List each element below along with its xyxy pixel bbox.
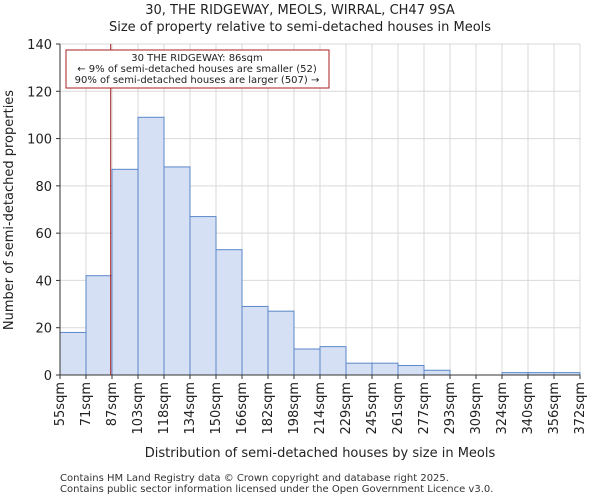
bar-55sqm [59, 331, 87, 376]
x-tick-label: 309sqm [469, 382, 484, 435]
x-tick-label: 324sqm [495, 382, 510, 435]
annotation-line: 30 THE RIDGEWAY: 86sqm [131, 53, 262, 64]
x-tick-label: 150sqm [209, 382, 224, 435]
annotation-line: ← 9% of semi-detached houses are smaller… [77, 64, 317, 75]
bar-150sqm [215, 249, 243, 376]
x-tick-label: 293sqm [443, 382, 458, 435]
x-tick-label: 356sqm [547, 382, 562, 435]
y-axis-label: Number of semi-detached properties [2, 90, 17, 330]
x-tick-label: 214sqm [313, 382, 328, 435]
y-tick-label: 100 [27, 133, 52, 148]
y-tick-label: 80 [35, 180, 52, 195]
bar-134sqm [189, 216, 217, 376]
x-tick-label: 134sqm [183, 382, 198, 435]
bar-182sqm [267, 310, 295, 376]
chart-subtitle: Size of property relative to semi-detach… [108, 20, 492, 35]
bar-261sqm [397, 365, 425, 376]
annotation-frame [65, 49, 330, 89]
bars [59, 116, 581, 376]
bar-277sqm [423, 369, 451, 376]
x-tick-label: 261sqm [391, 382, 406, 435]
bar-245sqm [371, 362, 399, 376]
x-ticks: 55sqm 71sqm 87sqm 103sqm 118sqm 134sqm 150sqm 1… [53, 375, 588, 435]
y-tick-label: 0 [44, 369, 52, 384]
y-tick-label: 140 [27, 38, 52, 53]
x-tick-label: 103sqm [131, 382, 146, 435]
x-tick-label: 166sqm [235, 382, 250, 435]
x-tick-label: 340sqm [521, 382, 536, 435]
footer-line-1: Contains HM Land Registry data © Crown c… [60, 473, 449, 484]
footer-line-2: Contains public sector information licen… [60, 484, 494, 495]
bar-198sqm [293, 348, 321, 376]
x-axis-label: Distribution of semi-detached houses by … [145, 446, 496, 461]
bar-118sqm [163, 166, 191, 376]
x-tick-label: 372sqm [573, 382, 588, 435]
chart-title: 30, THE RIDGEWAY, MEOLS, WIRRAL, CH47 9S… [145, 3, 455, 18]
y-tick-label: 120 [27, 85, 52, 100]
x-tick-label: 87sqm [105, 382, 120, 426]
x-tick-label: 198sqm [287, 382, 302, 435]
x-tick-label: 245sqm [365, 382, 380, 435]
y-tick-label: 20 [35, 322, 52, 337]
y-ticks: 0 20 40 60 80 100 120 140 [27, 38, 60, 384]
annotation-line: 90% of semi-detached houses are larger (… [75, 75, 320, 86]
x-tick-label: 182sqm [261, 382, 276, 435]
x-tick-label: 229sqm [339, 382, 354, 435]
bar-71sqm [85, 275, 113, 376]
x-tick-label: 118sqm [157, 382, 172, 435]
bar-214sqm [319, 346, 347, 376]
y-tick-label: 60 [35, 227, 52, 242]
x-tick-label: 55sqm [53, 382, 68, 426]
x-tick-label: 71sqm [79, 382, 94, 426]
bar-166sqm [241, 305, 269, 376]
y-tick-label: 40 [35, 274, 52, 289]
bar-103sqm [137, 116, 165, 376]
annotation-box: 30 THE RIDGEWAY: 86sqm← 9% of semi-detac… [65, 49, 330, 89]
bar-87sqm [111, 168, 139, 376]
x-tick-label: 277sqm [417, 382, 432, 435]
bar-229sqm [345, 362, 373, 376]
